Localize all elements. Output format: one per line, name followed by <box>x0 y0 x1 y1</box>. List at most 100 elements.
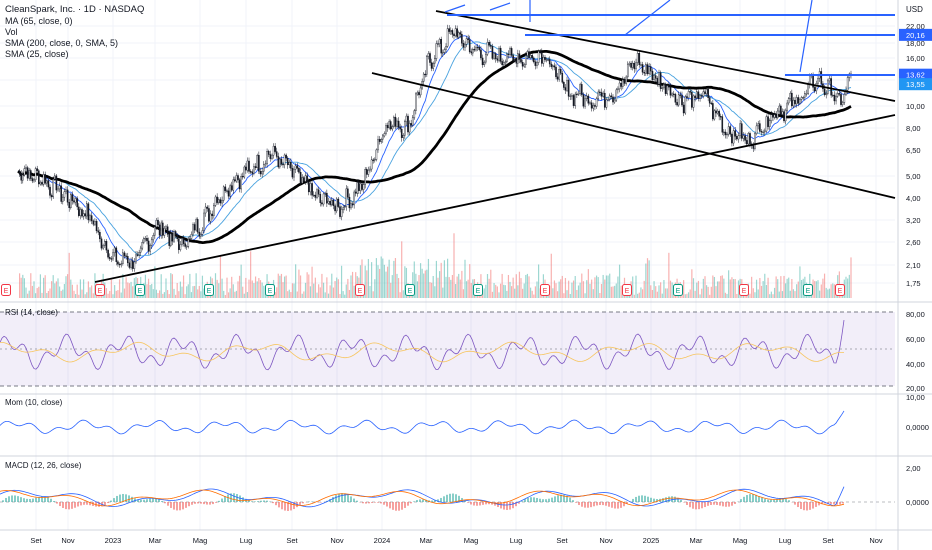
macd-histogram-bar <box>839 502 841 505</box>
volume-bar <box>728 270 730 298</box>
volume-bar <box>190 292 193 298</box>
volume-bar <box>454 284 457 298</box>
legend-ma[interactable]: MA (65, close, 0) <box>5 16 73 26</box>
price-axis[interactable]: 22,0018,0016,0013,0010,008,006,505,004,0… <box>906 22 925 288</box>
volume-bar <box>120 292 122 298</box>
volume-bar <box>52 275 54 298</box>
candle-body <box>594 105 596 107</box>
macd-histogram-bar <box>377 502 379 503</box>
candle-body <box>345 188 348 207</box>
volume-bar <box>181 286 183 298</box>
legend-sma25[interactable]: SMA (25, close) <box>5 49 69 59</box>
macd-histogram-bar <box>527 497 529 502</box>
macd-histogram-bar <box>290 502 292 511</box>
volume-bar <box>576 289 578 298</box>
candle-body <box>113 247 116 253</box>
volume-bar <box>342 291 344 298</box>
candle-body <box>229 185 231 197</box>
candle-body <box>529 55 532 58</box>
legend-sma200[interactable]: SMA (200, close, 0, SMA, 5) <box>5 38 118 48</box>
volume-bar <box>490 269 492 298</box>
candle-body <box>18 170 21 174</box>
macd-histogram-bar <box>812 502 814 509</box>
candle-body <box>243 166 246 178</box>
volume-bar <box>442 287 444 298</box>
event-marker-label: E <box>358 288 363 295</box>
volume-bar <box>586 280 588 298</box>
event-marker <box>405 284 415 296</box>
candle-body <box>221 200 223 204</box>
event-marker-label: E <box>742 288 747 295</box>
candle-body <box>391 126 394 130</box>
macd-histogram-bar <box>476 502 478 506</box>
macd-histogram-bar <box>335 495 337 502</box>
time-axis[interactable]: Set Nov 2023 Mar Mag Lug Set Nov 2024 Mar Mag Lug Se… <box>30 536 883 545</box>
candle-body <box>435 43 438 59</box>
candle-body <box>737 135 740 140</box>
volume-bar <box>38 286 40 298</box>
candle-body <box>802 97 805 99</box>
candle-body <box>23 168 26 176</box>
macd-histogram-bar <box>374 502 376 503</box>
candle-body <box>375 149 378 160</box>
macd-histogram-bar <box>20 497 22 502</box>
candle-body <box>548 59 551 65</box>
candle-body <box>351 203 354 206</box>
candle-body <box>789 92 792 99</box>
volume-bar <box>318 284 320 298</box>
time-tick-label: Mag <box>733 536 748 545</box>
macd-histogram-bar <box>506 502 508 511</box>
volume-bar <box>767 277 769 298</box>
volume-bar <box>361 259 363 298</box>
candle-body <box>165 226 167 229</box>
macd-tick-label: 0,0000 <box>906 498 929 507</box>
candle-body <box>729 126 732 135</box>
mom-title[interactable]: Mom (10, close) <box>5 398 63 407</box>
volume-bar <box>734 279 736 298</box>
candle-body <box>128 262 131 268</box>
candle-body <box>483 61 486 66</box>
candle-body <box>282 163 284 166</box>
macd-histogram-bar <box>179 502 181 511</box>
candle-body <box>846 77 849 91</box>
macd-histogram-bar <box>563 494 565 502</box>
macd-histogram-bar <box>500 502 502 509</box>
candle-body <box>41 182 43 185</box>
macd-histogram-bar <box>593 502 595 507</box>
volume-bar <box>30 273 32 298</box>
macd-histogram-bar <box>17 496 19 502</box>
volume-bar <box>815 281 817 298</box>
candle-body <box>152 235 155 241</box>
candle-body <box>118 263 121 266</box>
macd-histogram-bar <box>779 498 781 502</box>
candle-body <box>456 28 458 38</box>
candle-body <box>517 53 519 64</box>
volume-bar <box>308 274 310 298</box>
volume-bar <box>724 292 727 298</box>
chart-title[interactable]: CleanSpark, Inc. · 1D · NASDAQ <box>5 4 144 15</box>
macd-histogram-bar <box>653 498 655 502</box>
candle-body <box>437 43 439 45</box>
macd-title[interactable]: MACD (12, 26, close) <box>5 461 82 470</box>
candle-body <box>808 75 811 85</box>
volume-bar <box>427 258 430 298</box>
volume-bar <box>686 293 688 298</box>
volume-bar <box>163 292 165 298</box>
candle-body <box>626 63 629 78</box>
macd-histogram-bar <box>773 499 775 502</box>
volume-bar <box>764 273 766 298</box>
candle-body <box>723 131 725 133</box>
legend-vol[interactable]: Vol <box>5 27 18 37</box>
macd-histogram-bar <box>794 502 796 505</box>
candle-body <box>628 62 631 65</box>
volume-bar <box>687 292 690 298</box>
macd-histogram-bar <box>344 493 346 502</box>
rsi-title[interactable]: RSI (14, close) <box>5 308 58 317</box>
macd-histogram-bar <box>26 498 28 502</box>
candle-body <box>659 72 662 89</box>
trend-drawings[interactable] <box>94 0 896 283</box>
candle-body <box>389 121 392 130</box>
candle-body <box>695 91 698 99</box>
